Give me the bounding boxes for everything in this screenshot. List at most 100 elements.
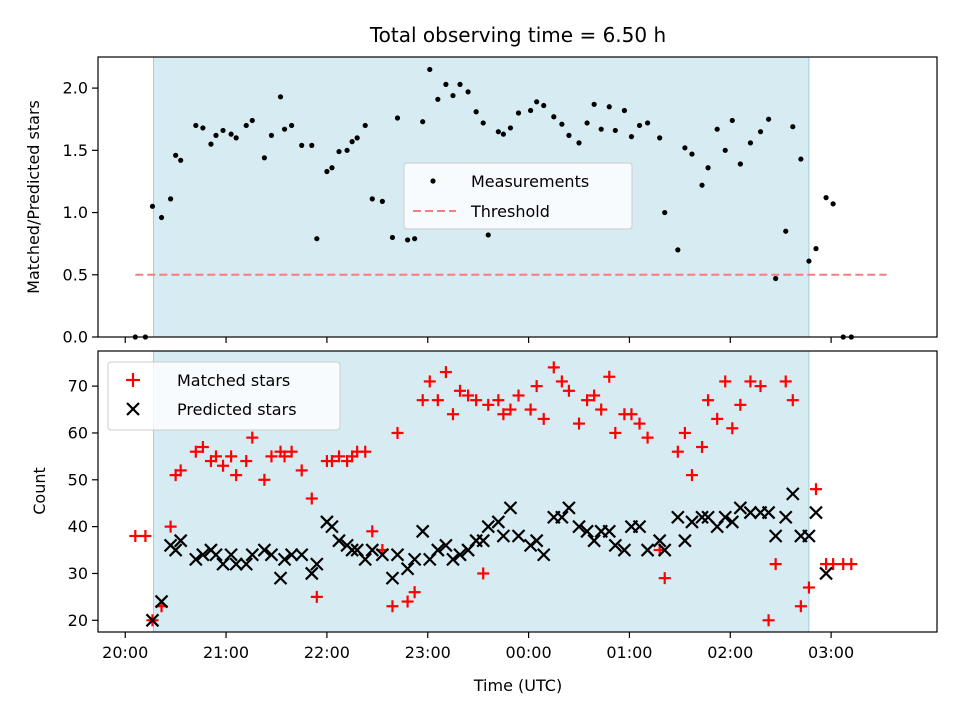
bottom-axes-frame bbox=[97, 350, 938, 633]
matched-point bbox=[462, 389, 475, 402]
predicted-point bbox=[511, 529, 526, 543]
matched-point bbox=[547, 361, 560, 374]
predicted-point bbox=[365, 543, 380, 557]
predicted-point bbox=[189, 552, 203, 567]
top-legend: Measurements Threshold bbox=[403, 162, 633, 230]
predicted-point bbox=[257, 543, 272, 557]
matched-point bbox=[754, 380, 767, 393]
measurement-point bbox=[362, 122, 368, 129]
matched-point bbox=[295, 464, 308, 477]
predicted-point bbox=[768, 529, 783, 543]
predicted-point bbox=[536, 547, 551, 562]
top-axes-frame bbox=[97, 56, 938, 338]
measurement-point bbox=[576, 140, 582, 146]
measurement-point bbox=[354, 135, 360, 141]
measurement-point bbox=[813, 246, 819, 252]
predicted-point bbox=[491, 515, 506, 529]
measurement-point bbox=[636, 122, 643, 129]
matched-point bbox=[139, 529, 152, 542]
matched-point bbox=[240, 455, 253, 468]
top-x-ticks bbox=[124, 337, 832, 343]
measurement-point bbox=[528, 107, 534, 114]
x-tick-label: 21:00 bbox=[203, 643, 249, 662]
bottom-series-1 bbox=[145, 487, 833, 628]
predicted-point bbox=[640, 543, 655, 557]
top-y-tick-label: 0.0 bbox=[63, 328, 88, 347]
measurement-point bbox=[765, 116, 772, 122]
matched-point bbox=[477, 567, 490, 580]
measurement-point bbox=[420, 119, 426, 125]
measurement-point bbox=[644, 120, 651, 126]
measurement-point bbox=[515, 110, 522, 116]
top-legend-box bbox=[403, 162, 633, 230]
measurement-point bbox=[722, 147, 728, 153]
measurement-point bbox=[757, 129, 764, 135]
measurement-point bbox=[268, 132, 275, 138]
predicted-point bbox=[695, 510, 709, 525]
matched-point bbox=[423, 375, 436, 388]
measurement-point bbox=[714, 126, 720, 132]
matched-point bbox=[530, 380, 543, 393]
top-y-ticks: 0.0 0.5 1.0 1.5 2.0 bbox=[63, 79, 98, 347]
x-tick-label: 00:00 bbox=[506, 643, 552, 662]
bottom-y-tick-label: 40 bbox=[68, 517, 88, 536]
matched-point bbox=[386, 600, 399, 613]
predicted-point bbox=[657, 543, 672, 557]
predicted-point bbox=[572, 519, 586, 534]
matched-point bbox=[678, 426, 691, 439]
predicted-point bbox=[358, 552, 373, 567]
bottom-y-tick-label: 70 bbox=[68, 377, 88, 396]
predicted-point bbox=[453, 547, 467, 562]
predicted-point bbox=[802, 529, 816, 543]
measurement-point bbox=[233, 135, 239, 141]
bottom-y-tick-label: 50 bbox=[68, 470, 88, 489]
measurement-point bbox=[243, 122, 249, 129]
bottom-series bbox=[129, 361, 858, 628]
measurement-point bbox=[621, 107, 627, 114]
measurement-point bbox=[193, 122, 199, 129]
measurement-point bbox=[628, 134, 635, 140]
predicted-point bbox=[587, 533, 601, 548]
matched-point bbox=[786, 394, 799, 407]
measurement-point bbox=[737, 161, 743, 167]
measurement-point bbox=[394, 115, 401, 121]
measurement-point bbox=[657, 135, 663, 141]
predicted-point bbox=[332, 533, 346, 548]
x-tick-label: 03:00 bbox=[808, 643, 854, 662]
predicted-point bbox=[325, 519, 339, 534]
matched-point bbox=[189, 445, 202, 458]
measurement-point bbox=[168, 196, 174, 202]
predicted-point bbox=[415, 524, 430, 539]
measurement-point bbox=[675, 247, 681, 253]
predicted-point bbox=[273, 571, 288, 585]
matched-point bbox=[196, 441, 209, 454]
bottom-legend-box bbox=[107, 361, 341, 431]
predicted-point bbox=[209, 547, 223, 562]
measurement-point bbox=[598, 126, 604, 132]
matched-point bbox=[762, 614, 775, 627]
top-subplot: 0.00.51.01.52.0 Matched/Predicted stars … bbox=[24, 56, 938, 347]
measurement-point bbox=[324, 168, 330, 175]
matched-point bbox=[524, 403, 537, 416]
top-y-tick-label: 1.0 bbox=[63, 203, 88, 222]
predicted-point bbox=[718, 510, 733, 525]
predicted-point bbox=[503, 501, 518, 515]
matched-point bbox=[711, 412, 724, 425]
matched-point bbox=[482, 398, 495, 411]
measurement-point bbox=[389, 234, 396, 241]
matched-point bbox=[802, 581, 815, 594]
matched-point bbox=[562, 384, 575, 397]
measurement-point bbox=[559, 121, 565, 127]
predicted-point bbox=[224, 547, 238, 562]
measurement-point bbox=[281, 126, 288, 132]
matched-point bbox=[497, 408, 510, 421]
measurement-point bbox=[495, 129, 501, 135]
matched-point bbox=[333, 450, 346, 463]
matched-point bbox=[603, 370, 616, 383]
matched-point bbox=[401, 595, 414, 608]
predicted-point bbox=[294, 547, 309, 562]
measurement-point bbox=[790, 124, 796, 130]
top-series-0 bbox=[132, 66, 854, 340]
matched-point bbox=[726, 422, 739, 435]
